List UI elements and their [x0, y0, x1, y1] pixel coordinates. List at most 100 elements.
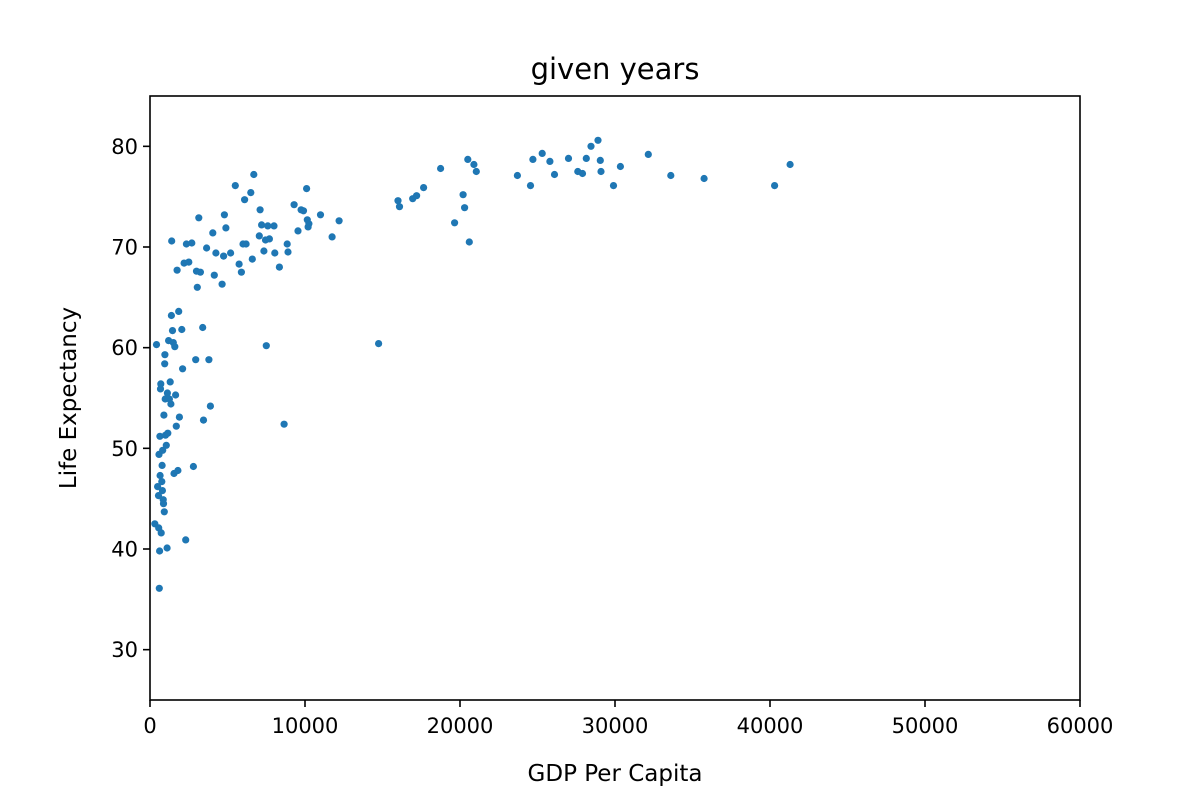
data-point [168, 327, 177, 335]
data-point [220, 211, 228, 219]
data-point [470, 160, 478, 169]
data-point [395, 203, 404, 211]
data-point [218, 280, 226, 288]
data-point [227, 249, 235, 257]
data-point [212, 249, 220, 257]
x-axis-label: GDP Per Capita [528, 761, 703, 787]
data-point [255, 232, 263, 240]
data-point [265, 235, 273, 243]
data-point [264, 222, 272, 230]
data-point [250, 170, 258, 179]
data-point [231, 182, 239, 190]
data-point [160, 411, 168, 419]
data-point [157, 529, 165, 537]
data-point [529, 155, 537, 163]
data-point [203, 244, 211, 252]
data-point [163, 389, 171, 397]
x-tick-label: 10000 [272, 714, 339, 738]
data-point [472, 167, 480, 176]
data-point [564, 154, 573, 162]
data-point [335, 217, 343, 225]
data-point [161, 351, 169, 359]
data-point [163, 544, 171, 552]
data-point [152, 341, 161, 349]
data-point [667, 171, 675, 180]
data-point [178, 325, 186, 334]
data-point [546, 157, 554, 165]
data-point [237, 268, 245, 276]
data-point [242, 240, 250, 248]
data-point [175, 413, 183, 421]
data-point [209, 229, 217, 237]
data-point [582, 154, 590, 162]
data-point [290, 201, 298, 209]
data-point [182, 536, 190, 544]
data-point [513, 171, 522, 180]
data-point [258, 221, 266, 229]
data-point [771, 182, 779, 190]
data-point [172, 422, 180, 430]
x-tick-label: 20000 [427, 714, 494, 738]
data-point [594, 136, 602, 144]
data-point [587, 142, 595, 150]
x-tick-label: 30000 [582, 714, 649, 738]
data-point [256, 206, 264, 214]
data-points [151, 136, 794, 592]
data-point [167, 400, 175, 408]
data-point [260, 247, 268, 255]
x-tick-label: 60000 [1047, 714, 1114, 738]
data-point [538, 149, 546, 157]
data-point [195, 214, 203, 222]
data-point [199, 416, 208, 424]
data-point [550, 170, 559, 179]
data-point [437, 164, 445, 173]
data-point [459, 191, 467, 199]
data-point [189, 462, 197, 471]
y-axis-label: Life Expectancy [56, 307, 82, 489]
data-point [222, 224, 230, 232]
data-point [173, 266, 181, 274]
data-point [644, 150, 652, 158]
y-tick-label: 50 [111, 437, 138, 461]
data-point [193, 283, 201, 291]
data-point [159, 446, 167, 454]
data-point [464, 155, 472, 163]
x-tick-label: 50000 [892, 714, 959, 738]
data-point [316, 211, 325, 219]
data-point [299, 207, 308, 215]
data-point [166, 378, 174, 386]
x-tick-label: 0 [143, 714, 156, 738]
y-tick-label: 30 [111, 638, 138, 662]
data-point [185, 258, 193, 266]
data-point [199, 323, 207, 332]
data-point [413, 192, 421, 200]
y-tick-label: 60 [111, 336, 138, 360]
data-point [275, 263, 283, 271]
data-point [156, 547, 164, 555]
data-point [375, 340, 383, 348]
data-point [280, 420, 288, 428]
data-point [220, 252, 228, 260]
data-point [303, 185, 311, 193]
data-point [154, 483, 162, 491]
data-point [597, 167, 605, 176]
data-point [162, 441, 170, 449]
data-point [179, 365, 187, 373]
data-point [182, 240, 190, 248]
data-point [394, 197, 402, 205]
data-point [188, 239, 196, 247]
x-axis: 0 10000 20000 30000 40000 50000 60000 [143, 700, 1113, 738]
data-point [160, 508, 168, 516]
data-point [210, 271, 218, 279]
data-point [154, 492, 163, 500]
data-point [526, 182, 535, 190]
data-point [167, 311, 175, 320]
data-point [465, 238, 473, 246]
data-point [159, 500, 168, 508]
y-tick-label: 40 [111, 538, 138, 562]
data-point [270, 222, 278, 230]
data-point [241, 196, 249, 204]
data-point [157, 380, 165, 388]
data-point [294, 227, 302, 235]
data-point [174, 466, 182, 475]
